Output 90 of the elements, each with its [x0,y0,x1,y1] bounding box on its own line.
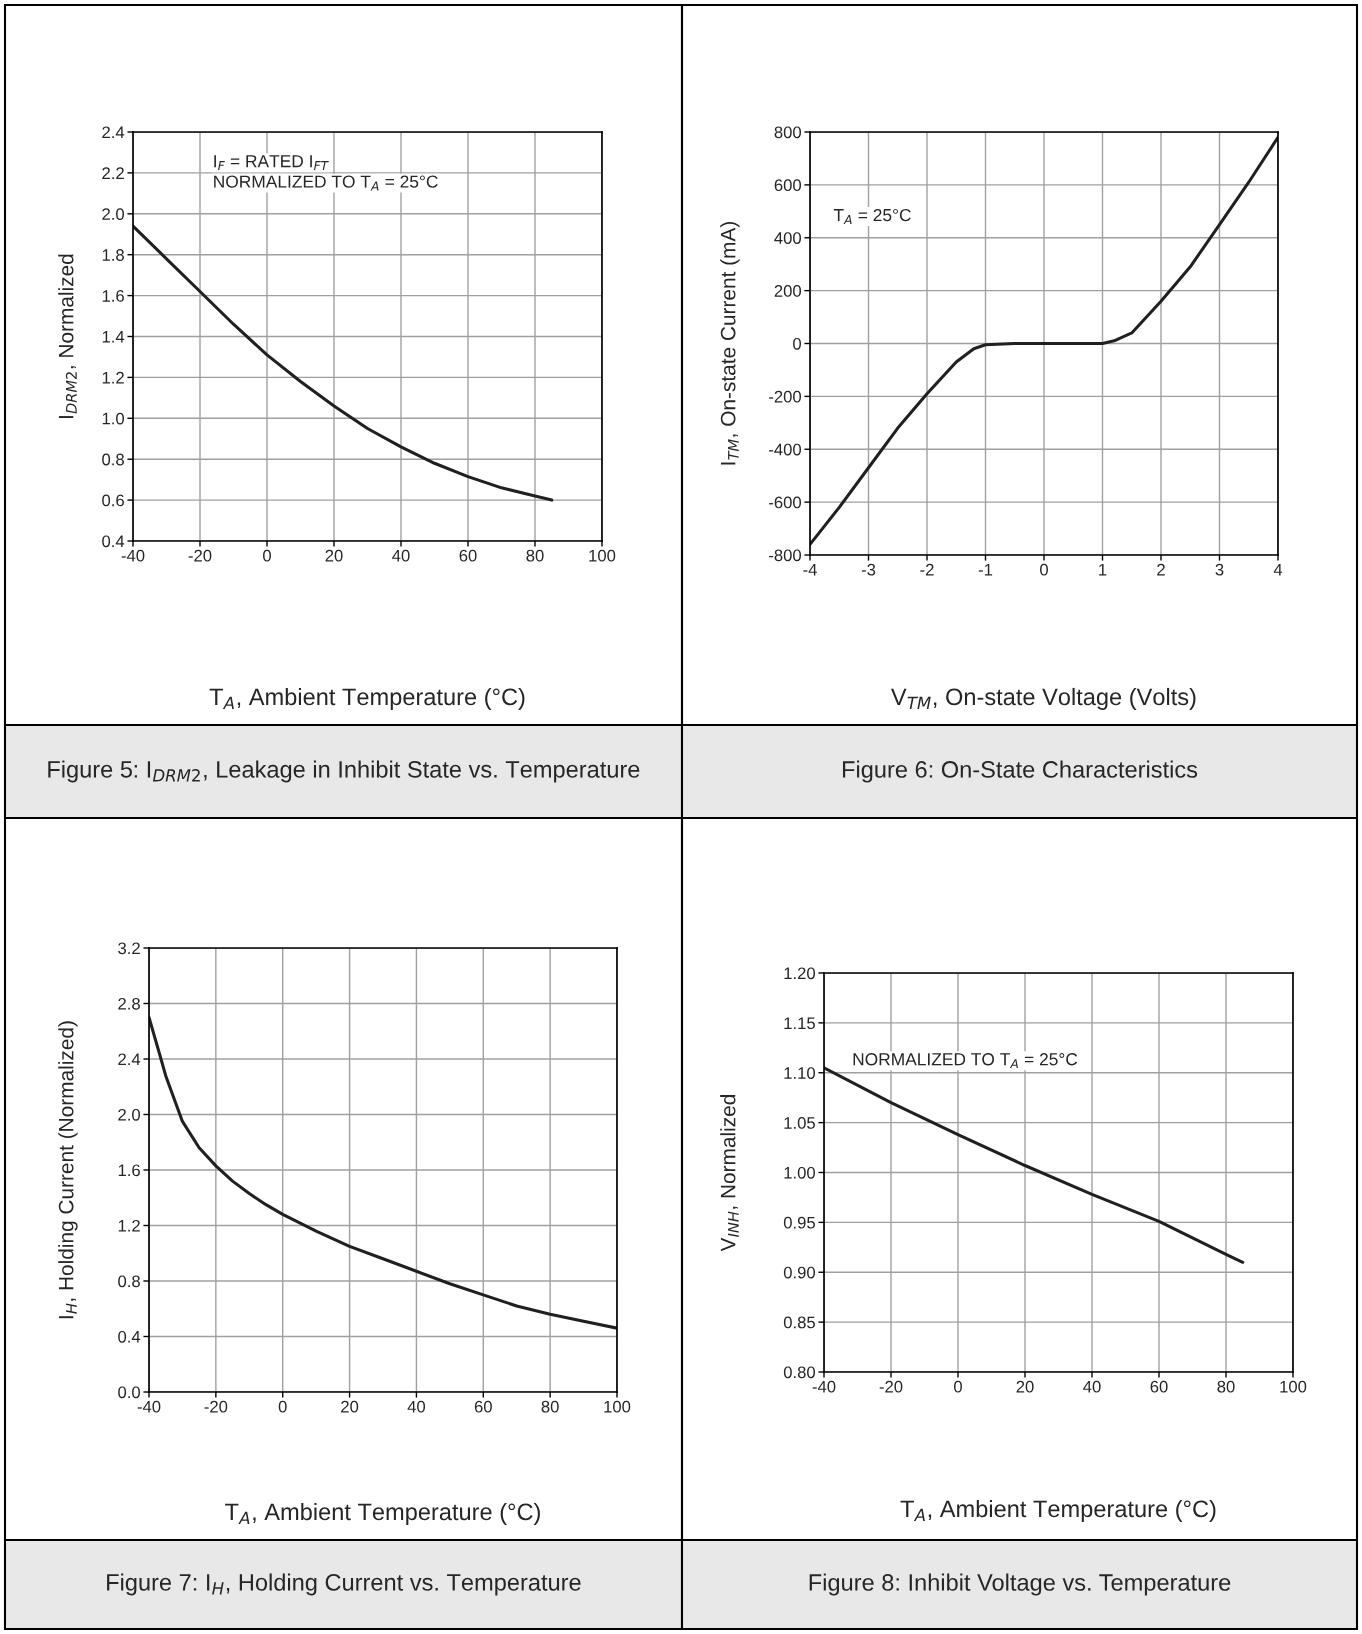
y-tick-label: 2.8 [118,997,140,1010]
y-axis-title: V$_{INH}$, Normalized [720,1095,739,1252]
x-tick-label: 2 [1157,563,1165,576]
annotation: NORMALIZED TO T$_{A}$ = 25°C [853,1053,1078,1069]
y-tick-label: 2.4 [102,126,125,139]
y-tick-label: 0.0 [118,1386,141,1399]
x-axis-title: T$_{A}$, Ambient Temperature (°C) [209,687,525,710]
y-tick-label: 1.0 [102,412,125,425]
x-tick-label: 100 [589,549,616,562]
x-tick-label: 60 [1150,1380,1168,1393]
y-tick-label: 0.95 [783,1216,815,1229]
x-tick-label: 0 [954,1380,962,1393]
y-tick-label: 0.90 [783,1266,816,1279]
text: Figure 7: I$_{H}$, Holding Current vs. Temperature [107,1573,581,1596]
y-tick-label: -800 [769,549,802,562]
x-tick-label: 60 [459,549,477,562]
x-tick-label: -40 [812,1380,836,1393]
y-tick-label: 1.2 [118,1219,140,1232]
y-tick-label: 400 [774,232,802,244]
x-tick-label: 100 [1280,1380,1307,1393]
line-series [824,1066,1245,1264]
x-tick-label: 0 [263,549,271,562]
y-axis-title: I$_{H}$, Holding Current (Normalized) [58,1021,78,1319]
x-tick-label: 0 [278,1400,287,1413]
y-tick-label: 1.2 [102,371,124,384]
y-tick-label: 1.10 [784,1067,816,1079]
y-tick-label: -600 [769,496,802,509]
x-tick-label: -4 [803,563,817,576]
x-tick-label: 3 [1215,563,1224,576]
x-tick-label: 20 [341,1400,359,1413]
y-tick-label: 1.20 [784,967,816,980]
x-tick-label: -20 [188,549,212,562]
y-tick-label: 2.0 [102,208,125,220]
y-tick-label: 1.05 [784,1117,815,1129]
x-tick-label: 4 [1273,563,1283,576]
x-tick-label: 20 [1016,1380,1034,1393]
x-tick-label: -2 [920,563,934,576]
y-axis-title: I$_{DRM2}$, Normalized [58,254,77,419]
y-tick-label: 2.4 [118,1053,141,1066]
text: Figure 8: Inhibit Voltage vs. Temperature [809,1573,1231,1596]
y-tick-label: 0.4 [102,535,125,548]
x-tick-label: -40 [137,1400,161,1413]
y-tick-label: 200 [774,285,802,297]
y-tick-label: 1.00 [784,1166,816,1179]
y-tick-label: 2.0 [118,1108,141,1121]
annotation: NORMALIZED TO T$_{A}$ = 25°C [214,175,438,191]
x-tick-label: 40 [1083,1380,1101,1393]
x-tick-label: -3 [861,563,876,576]
x-tick-label: 80 [1217,1380,1235,1393]
x-axis-title: V$_{TM}$, On-state Voltage (Volts) [890,687,1196,710]
y-tick-label: 2.2 [102,167,124,179]
y-tick-label: 0.85 [783,1316,815,1329]
y-tick-label: 0.4 [118,1330,141,1343]
x-tick-label: 0 [1040,563,1048,576]
x-tick-label: 60 [474,1400,492,1413]
x-tick-label: 100 [604,1400,631,1413]
x-tick-label: 80 [541,1400,559,1413]
y-tick-label: 0.80 [783,1366,816,1379]
y-tick-label: 0 [793,337,802,350]
x-tick-label: 1 [1099,563,1107,576]
y-tick-label: 800 [774,126,802,139]
y-tick-label: 1.6 [118,1164,140,1177]
x-tick-label: 40 [392,549,410,562]
y-tick-label: 1.15 [784,1017,815,1030]
text: Figure 6: On-State Characteristics [842,760,1198,783]
x-tick-label: 20 [325,549,343,562]
annotation: I$_{F}$ = RATED I$_{FT}$ [214,155,329,170]
text: Figure 5: I$_{DRM2}$, Leakage in Inhibit State vs. Temperature [48,760,640,783]
y-tick-label: 0.8 [102,453,124,466]
x-tick-label: -1 [978,563,993,576]
y-tick-label: 1.8 [102,249,124,261]
x-tick-label: -20 [204,1400,228,1413]
x-tick-label: -20 [879,1380,903,1393]
line-series [133,224,554,502]
x-tick-label: 40 [407,1400,426,1413]
y-tick-label: -200 [769,390,802,403]
x-axis-title: T$_{A}$, Ambient Temperature (°C) [900,1499,1216,1522]
y-tick-label: 1.6 [102,290,124,302]
y-tick-label: 3.2 [118,942,140,955]
y-tick-label: -400 [769,443,802,456]
y-tick-label: 1.4 [102,331,125,343]
y-tick-label: 0.8 [118,1275,140,1288]
annotation: T$_{A}$ = 25°C [833,208,911,224]
x-tick-label: -40 [121,549,145,562]
y-tick-label: 0.6 [102,494,124,507]
x-axis-title: T$_{A}$, Ambient Temperature (°C) [225,1502,540,1525]
line-series [149,1015,617,1330]
y-axis-title: I$_{TM}$, On-state Current (mA) [720,222,740,465]
x-tick-label: 80 [526,549,544,562]
y-tick-label: 600 [774,179,802,192]
